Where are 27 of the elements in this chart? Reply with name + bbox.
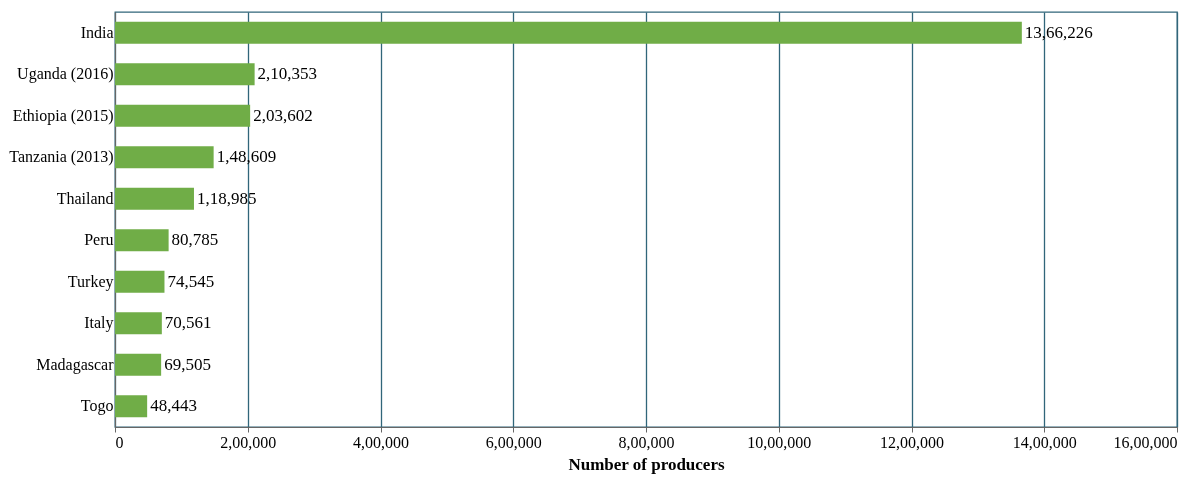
data-label: 2,10,353 — [257, 64, 318, 84]
y-tick-label: Tanzania (2013) — [9, 148, 114, 167]
data-label: 2,03,602 — [253, 105, 313, 125]
data-label: 70,561 — [164, 313, 212, 333]
x-tick-label: 4,00,000 — [353, 433, 409, 451]
x-tick-label: 2,00,000 — [220, 433, 277, 451]
y-tick-label: India — [80, 23, 114, 41]
y-tick-label: Uganda (2016) — [17, 65, 114, 84]
x-tick-label: 6,00,000 — [485, 433, 542, 451]
y-tick-label: Ethiopia (2015) — [12, 106, 114, 125]
x-tick-label: 8,00,000 — [618, 433, 675, 451]
y-tick-label: Togo — [80, 397, 114, 416]
y-tick-label: Italy — [84, 314, 114, 333]
x-tick-label: 10,00,000 — [747, 433, 812, 451]
y-tick-label: Peru — [84, 231, 114, 249]
x-tick-label: 0 — [115, 433, 124, 451]
y-tick-label: Madagascar — [36, 355, 115, 374]
data-label: 69,505 — [164, 354, 211, 374]
x-tick-label: 12,00,000 — [880, 433, 944, 451]
data-label: 48,443 — [150, 396, 197, 416]
data-label: 80,785 — [171, 230, 219, 250]
x-tick-label: 14,00,000 — [1012, 433, 1077, 451]
x-tick-label: 16,00,000 — [1113, 433, 1178, 451]
y-tick-label: Turkey — [67, 272, 114, 291]
data-label: 74,545 — [167, 271, 215, 291]
y-tick-label: Thailand — [56, 189, 114, 207]
x-axis-title: Number of producers — [568, 454, 725, 474]
